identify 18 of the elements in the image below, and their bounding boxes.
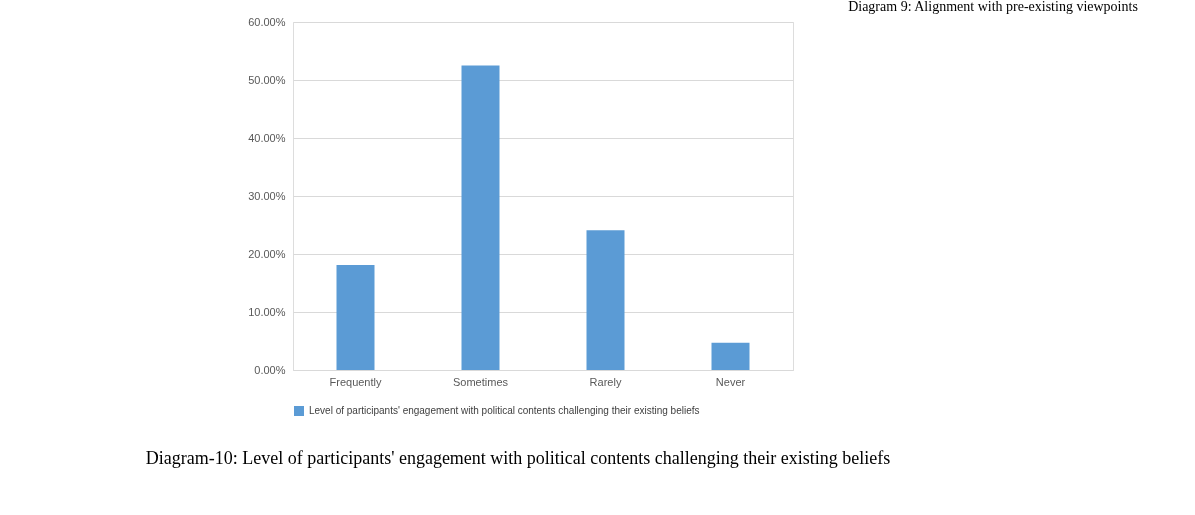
bar	[461, 65, 500, 370]
x-tick-label: Rarely	[589, 375, 622, 388]
y-tick-label: 20.00%	[248, 247, 286, 260]
y-tick-label: 50.00%	[248, 73, 286, 86]
text: Diagram 9: Alignment with pre-existing viewpoints	[848, 0, 1138, 14]
y-tick-label: 30.00%	[248, 189, 286, 202]
legend-label: Level of participants' engagement with political contents challenging their existing beliefs	[309, 405, 700, 416]
bar	[586, 230, 625, 370]
x-tick-label: Frequently	[329, 375, 382, 388]
y-tick-label: 0.00%	[254, 363, 286, 376]
x-tick-label: Never	[715, 375, 746, 388]
bar	[711, 342, 750, 370]
y-tick-label: 40.00%	[248, 131, 286, 144]
bar	[336, 265, 375, 370]
y-tick-label: 10.00%	[248, 305, 286, 318]
x-tick-label: Sometimes	[452, 375, 509, 388]
text: Diagram-10: Level of participants' engagement with political contents challenging their existing beliefs	[145, 448, 891, 468]
y-tick-label: 60.00%	[248, 15, 286, 28]
